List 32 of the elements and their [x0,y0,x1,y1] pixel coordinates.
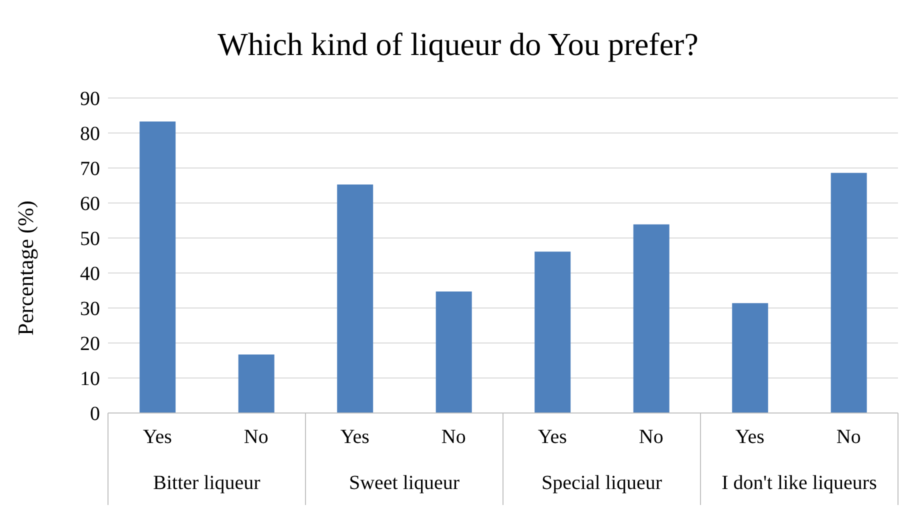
bar [140,121,176,413]
y-tick-label: 30 [80,298,100,320]
y-tick-label: 40 [80,263,100,286]
bar [436,292,472,413]
x-tick-label: Yes [735,426,765,448]
x-tick-label: No [244,426,268,448]
y-tick-label: 50 [80,228,100,250]
y-tick-label: 20 [80,333,100,356]
y-tick-label: 90 [80,88,100,110]
bar [633,224,670,413]
y-tick-label: 10 [80,368,100,390]
text: Sweet liqueur [348,472,460,494]
y-tick-label: 60 [80,193,100,216]
y-tick-label: 70 [80,158,100,180]
text: I don't like liqueurs [722,472,878,494]
bar [337,184,374,413]
x-tick-label: Yes [538,426,568,448]
x-tick-label: No [836,426,861,448]
x-tick-label: No [441,426,466,448]
bar [534,252,571,413]
y-tick-label: 0 [90,403,100,426]
chart-title: Which kind of liqueur do You prefer? [216,26,700,63]
bar [830,172,867,413]
bar [238,354,274,413]
x-tick-label: Yes [340,426,370,448]
text: Bitter liqueur [153,472,261,494]
y-axis-title: Percentage (%) [12,200,38,336]
bar [732,303,768,413]
x-tick-label: No [638,426,664,448]
text: Special liqueur [541,472,662,494]
y-tick-label: 80 [80,123,100,146]
x-tick-label: Yes [142,426,172,448]
